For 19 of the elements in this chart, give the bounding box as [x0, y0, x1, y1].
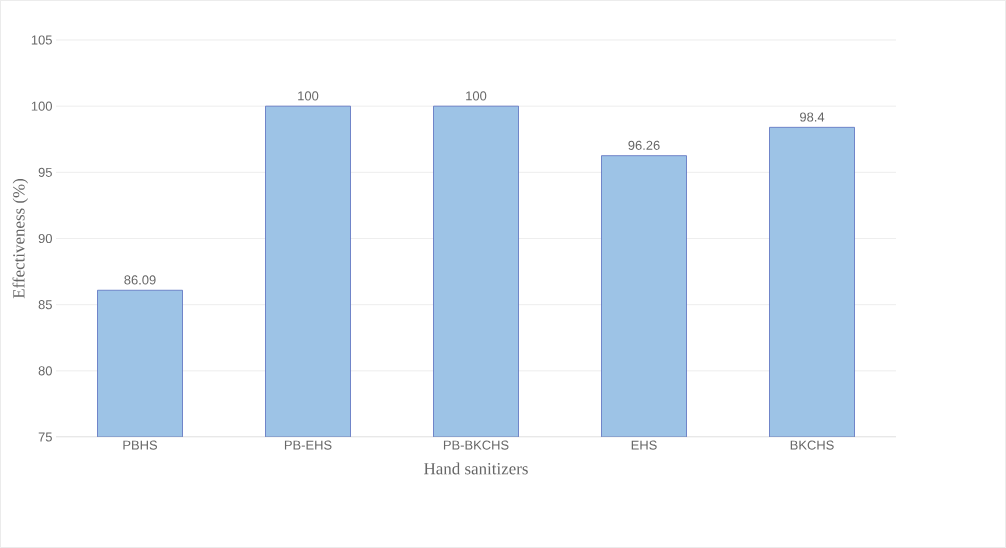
x-tick-label: EHS — [631, 440, 657, 450]
data-label: 96.26 — [628, 140, 660, 150]
x-axis-title: Hand sanitizers — [424, 462, 528, 475]
x-tick-label: BKCHS — [790, 440, 834, 450]
y-tick-label: 100 — [31, 101, 52, 111]
x-tick-label: PBHS — [123, 440, 158, 450]
y-tick-label: 105 — [31, 35, 52, 45]
y-tick-label: 75 — [38, 432, 52, 442]
y-tick-label: 85 — [38, 300, 52, 310]
y-tick-label: 95 — [38, 167, 52, 177]
x-tick-label: PB-EHS — [284, 440, 332, 450]
y-tick-label: 80 — [38, 366, 52, 376]
data-label: 100 — [466, 91, 487, 101]
data-label: 86.09 — [124, 275, 156, 285]
data-label: 100 — [298, 91, 319, 101]
x-tick-label: PB-BKCHS — [443, 440, 509, 450]
y-tick-label: 90 — [38, 233, 52, 244]
data-label: 98.4 — [800, 112, 825, 122]
y-axis-title: Effectiveness (%) — [12, 178, 29, 299]
